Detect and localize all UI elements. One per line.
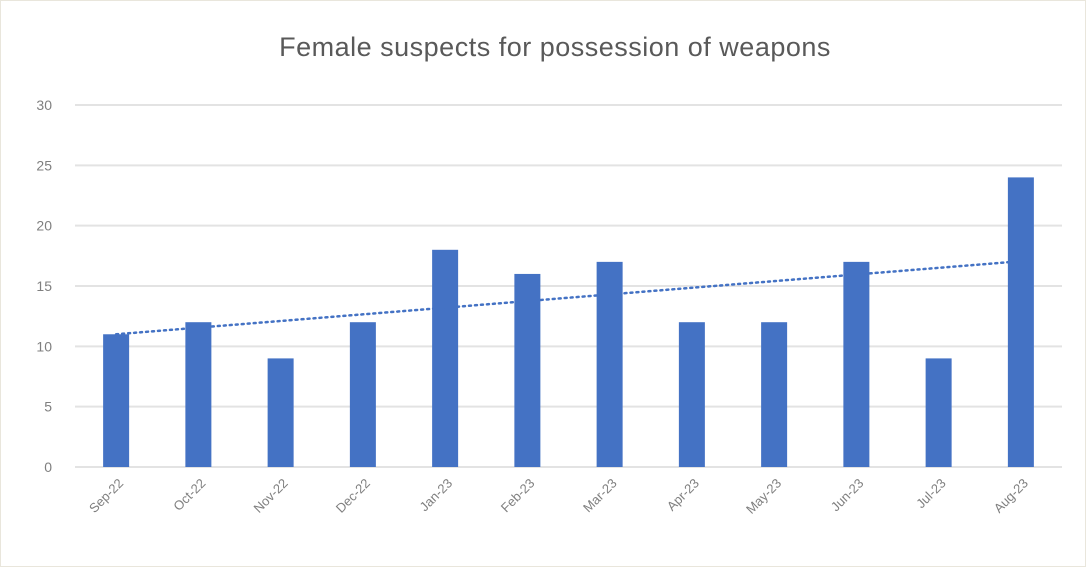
bar-apr-23	[678, 322, 705, 467]
trendline-layer	[114, 260, 1014, 336]
y-tick-label: 15	[36, 278, 52, 294]
trendline	[114, 260, 1014, 336]
chart-title: Female suspects for possession of weapon…	[279, 32, 831, 62]
y-tick-label: 10	[36, 338, 52, 354]
x-tick-label: Nov-22	[250, 476, 290, 516]
bar-oct-22	[185, 322, 212, 467]
bar-dec-22	[349, 322, 376, 467]
y-tick-label: 20	[36, 218, 52, 234]
x-axis-ticks: Sep-22 Oct-22 Nov-22 Dec-22 Jan-23 Feb-23 Mar-…	[86, 476, 1031, 517]
bar-may-23	[761, 322, 788, 467]
x-tick-label: Dec-22	[333, 476, 373, 516]
y-tick-label: 0	[44, 459, 52, 475]
bar-jul-23	[925, 358, 952, 467]
bar-jun-23	[843, 261, 870, 467]
y-axis-ticks: 0 5 10 15 20 25 30	[36, 97, 52, 475]
x-tick-label: Apr-23	[664, 476, 702, 514]
gridlines	[75, 104, 1062, 468]
y-tick-label: 5	[44, 399, 52, 415]
x-tick-label: Sep-22	[86, 476, 126, 516]
x-tick-label: Oct-22	[170, 476, 208, 514]
x-tick-label: May-23	[743, 476, 784, 517]
y-tick-label: 25	[36, 157, 52, 173]
x-tick-label: Jul-23	[913, 476, 949, 512]
bar-aug-23	[1007, 177, 1034, 467]
x-tick-label: Aug-23	[991, 476, 1031, 516]
x-tick-label: Feb-23	[498, 476, 538, 516]
bars	[103, 177, 1034, 467]
bar-feb-23	[514, 273, 541, 467]
bar-jan-23	[432, 249, 459, 467]
bar-sep-22	[103, 334, 130, 467]
x-tick-label: Jun-23	[828, 476, 867, 515]
y-tick-label: 30	[36, 97, 52, 113]
x-tick-label: Jan-23	[417, 476, 456, 515]
bar-nov-22	[267, 358, 294, 467]
x-tick-label: Mar-23	[580, 476, 620, 516]
